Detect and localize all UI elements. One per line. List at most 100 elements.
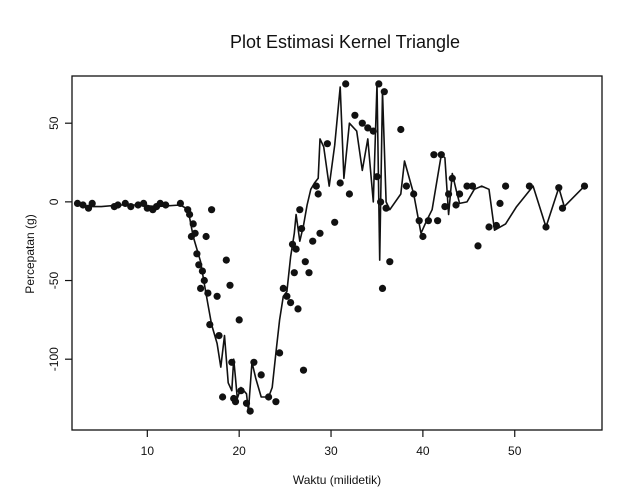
data-point (448, 174, 456, 182)
kernel-estimate-line (77, 83, 586, 412)
data-point (419, 232, 427, 241)
data-point (445, 190, 453, 198)
data-point (287, 299, 295, 307)
data-point (415, 217, 423, 225)
data-point (309, 237, 317, 245)
data-point (235, 316, 243, 324)
data-point (222, 256, 230, 264)
data-point (378, 284, 387, 292)
data-point (555, 184, 563, 192)
data-point (292, 245, 300, 253)
y-axis: -100 -50 0 50 (47, 116, 72, 371)
data-point (242, 399, 251, 407)
x-tick-label: 20 (232, 444, 246, 458)
data-point (345, 190, 353, 198)
y-tick-label: -50 (47, 272, 61, 290)
data-point (502, 182, 510, 190)
data-point (228, 358, 236, 366)
x-tick-label: 40 (416, 444, 430, 458)
kernel-estimate-layer (77, 83, 586, 412)
data-point (213, 292, 221, 300)
data-point (257, 371, 265, 379)
data-point (121, 199, 129, 207)
y-axis-label: Percepatan (g) (23, 214, 37, 293)
data-point (127, 203, 135, 211)
data-point (195, 261, 203, 269)
x-tick-label: 50 (508, 444, 522, 458)
data-point (198, 267, 206, 275)
data-point (452, 201, 460, 209)
data-point (246, 407, 254, 415)
data-point (193, 250, 201, 258)
data-point (73, 199, 82, 207)
data-point (424, 217, 432, 225)
y-tick-label: 0 (47, 198, 61, 205)
data-point (492, 221, 500, 230)
data-point (314, 190, 322, 198)
plot-frame (71, 75, 603, 431)
data-point (191, 229, 199, 237)
data-point (156, 199, 164, 207)
data-point (485, 223, 493, 231)
data-point (186, 210, 194, 219)
data-point (283, 292, 291, 300)
data-point (265, 393, 273, 401)
x-axis: 10 20 30 40 50 (141, 430, 522, 458)
data-point (197, 284, 205, 292)
data-point (176, 199, 184, 207)
data-point (380, 88, 388, 96)
data-point (525, 182, 534, 190)
data-point (312, 182, 320, 190)
data-point (208, 206, 216, 214)
data-point (202, 232, 210, 241)
data-point (358, 119, 366, 127)
data-point (441, 203, 449, 211)
data-point (369, 127, 377, 135)
data-point (215, 332, 223, 340)
data-point (474, 242, 482, 250)
data-point (134, 201, 142, 209)
data-point (437, 151, 445, 159)
data-point (434, 217, 442, 225)
x-axis-label: Waktu (milidetik) (293, 473, 381, 487)
data-point (88, 199, 96, 207)
data-point (373, 173, 381, 181)
data-point (331, 218, 339, 226)
data-point (377, 198, 385, 206)
observation-points-layer (73, 80, 589, 415)
data-point (226, 281, 234, 289)
data-point (114, 201, 122, 209)
data-point (143, 204, 151, 212)
data-point (279, 284, 287, 292)
data-point (204, 289, 212, 297)
data-point (305, 269, 313, 277)
data-point (206, 321, 214, 329)
data-point (276, 349, 284, 357)
data-point (290, 269, 298, 277)
data-point (410, 190, 418, 198)
data-point (386, 258, 394, 266)
data-point (272, 398, 280, 406)
data-point (351, 111, 359, 119)
data-point (316, 229, 324, 237)
data-point (542, 223, 550, 231)
data-point (375, 80, 383, 88)
data-point (336, 179, 344, 187)
data-point (468, 182, 477, 190)
data-point (162, 201, 170, 209)
data-point (189, 220, 197, 228)
data-point (402, 182, 410, 190)
data-point (237, 387, 245, 395)
data-point (580, 182, 589, 190)
x-tick-label: 10 (141, 444, 155, 458)
data-point (200, 276, 208, 285)
data-point (298, 225, 306, 233)
data-point (430, 151, 438, 159)
data-point (364, 124, 372, 132)
x-tick-label: 30 (324, 444, 338, 458)
data-point (294, 305, 302, 313)
data-point (397, 125, 405, 134)
data-point (382, 204, 390, 212)
data-point (219, 393, 227, 401)
data-point (296, 206, 304, 214)
